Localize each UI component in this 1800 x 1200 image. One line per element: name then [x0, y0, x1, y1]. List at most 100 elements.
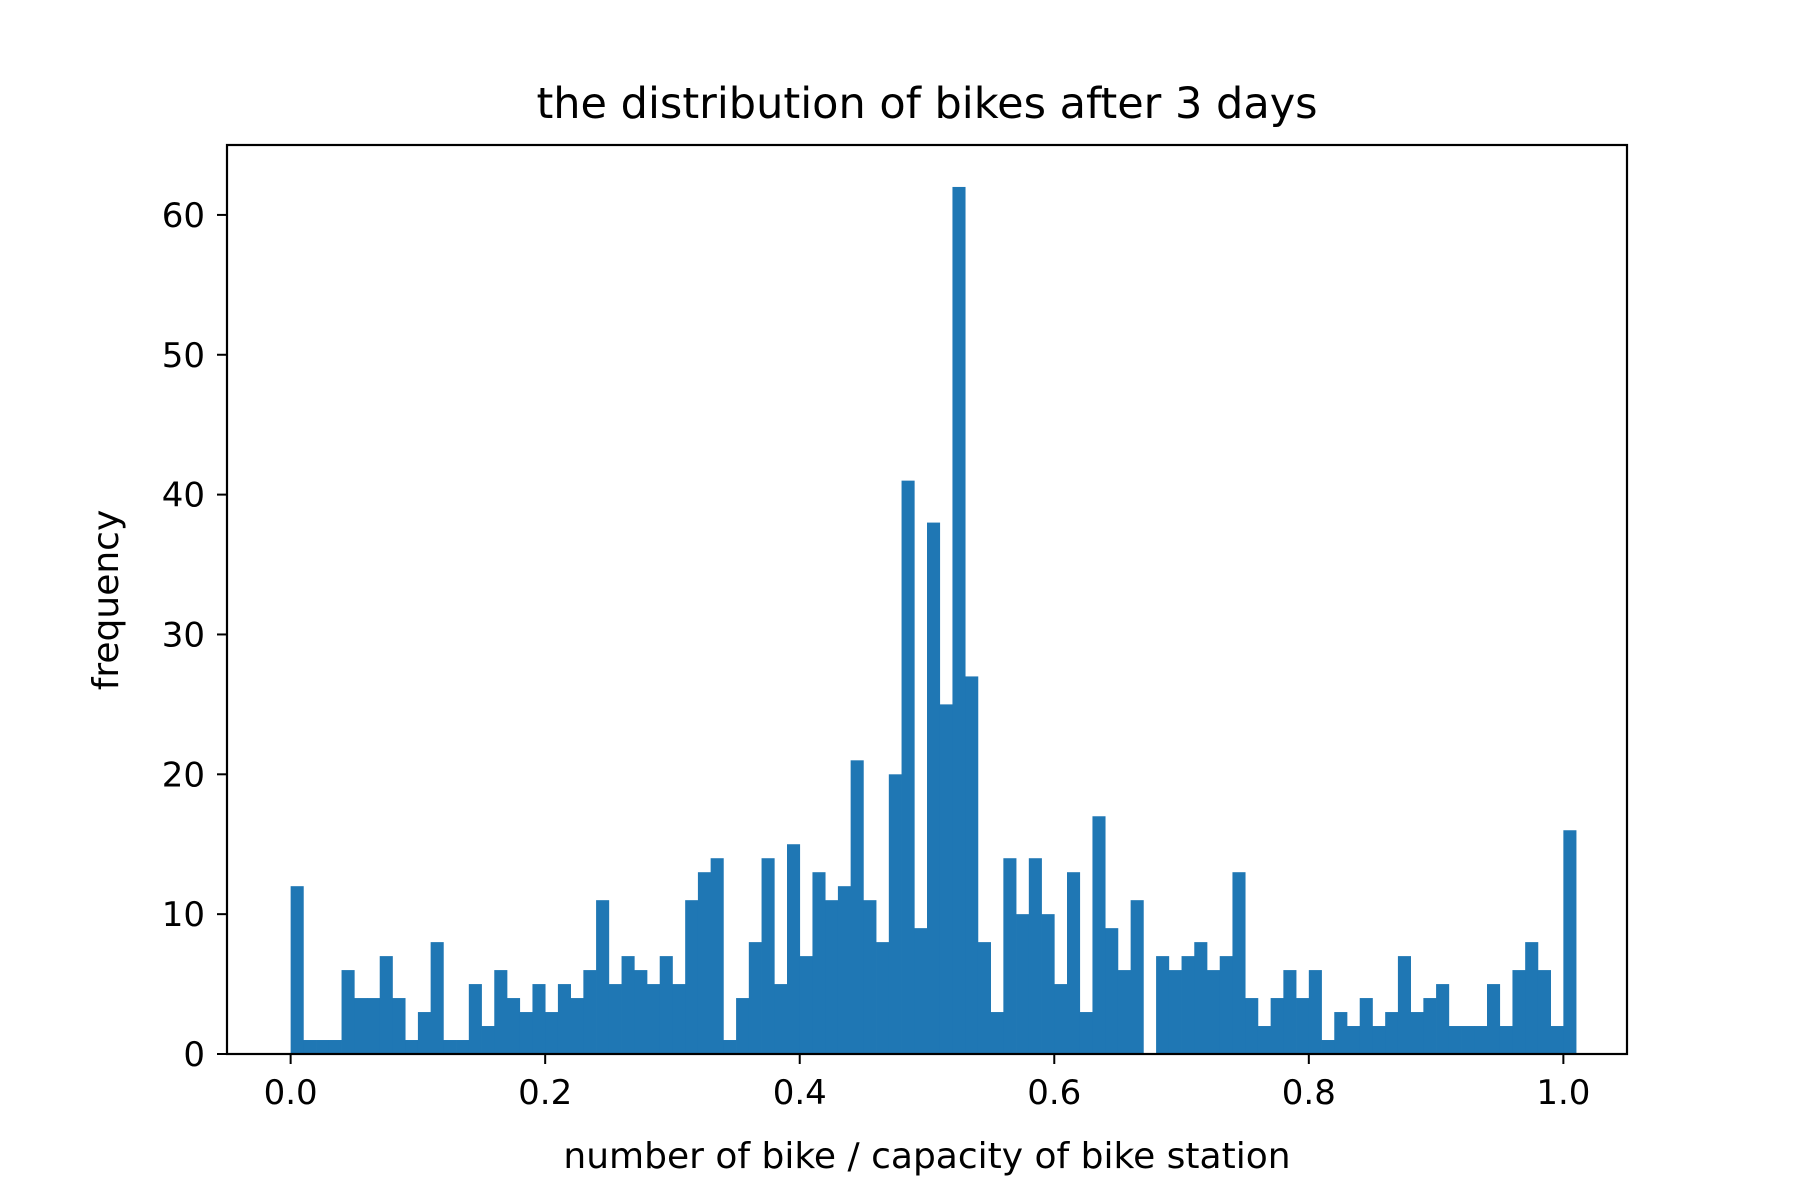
- y-tick-label: 50: [162, 336, 205, 376]
- histogram-bar: [1448, 1026, 1462, 1054]
- histogram-bar: [774, 984, 788, 1054]
- histogram-bar: [1461, 1026, 1475, 1054]
- histogram-bar: [456, 1040, 470, 1054]
- histogram-bar: [1308, 970, 1322, 1054]
- histogram-bar: [1397, 956, 1411, 1054]
- histogram-bar: [1105, 928, 1119, 1054]
- histogram-bar: [1181, 956, 1195, 1054]
- histogram-bar: [303, 1040, 317, 1054]
- x-tick-label: 0.6: [1027, 1073, 1081, 1113]
- histogram-bar: [837, 886, 851, 1054]
- histogram-bar: [1296, 998, 1310, 1054]
- histogram-bar: [1194, 942, 1208, 1054]
- histogram-bar: [990, 1012, 1004, 1054]
- y-tick-label: 0: [183, 1035, 205, 1075]
- histogram-bar: [596, 900, 610, 1054]
- histogram-bar: [1474, 1026, 1488, 1054]
- histogram-bar: [1423, 998, 1437, 1054]
- histogram-bar: [1117, 970, 1131, 1054]
- histogram-bar: [1054, 984, 1068, 1054]
- histogram-bar: [927, 522, 941, 1054]
- histogram-bar: [367, 998, 381, 1054]
- x-tick-label: 0.8: [1282, 1073, 1336, 1113]
- histogram-bars: [290, 186, 1577, 1054]
- histogram-bar: [621, 956, 635, 1054]
- y-tick-label: 60: [162, 196, 205, 236]
- y-tick-label: 20: [162, 755, 205, 795]
- histogram-bar: [977, 942, 991, 1054]
- histogram-bar: [799, 956, 813, 1054]
- histogram-bar: [647, 984, 661, 1054]
- histogram-bar: [1525, 942, 1539, 1054]
- histogram-bar: [417, 1012, 431, 1054]
- histogram-bar: [519, 1012, 533, 1054]
- histogram-bar: [1257, 1026, 1271, 1054]
- histogram-bar: [1487, 984, 1501, 1054]
- histogram-bar: [825, 900, 839, 1054]
- y-axis-ticks: 0 10 20 30 40 50 60: [162, 196, 227, 1075]
- histogram-bar: [952, 186, 966, 1054]
- histogram-bar: [1041, 914, 1055, 1054]
- x-axis-label: number of bike / capacity of bike statio…: [563, 1136, 1290, 1177]
- histogram-bar: [507, 998, 521, 1054]
- histogram-bar: [1321, 1040, 1335, 1054]
- x-tick-label: 1.0: [1536, 1073, 1590, 1113]
- histogram-bar: [1156, 956, 1170, 1054]
- histogram-bar: [710, 858, 724, 1054]
- plot-frame: [225, 143, 1629, 1056]
- histogram-bar: [736, 998, 750, 1054]
- histogram-bar: [328, 1040, 342, 1054]
- histogram-bar: [290, 886, 304, 1054]
- histogram-bar: [901, 480, 915, 1054]
- histogram-bar: [761, 858, 775, 1054]
- histogram-bar: [1550, 1026, 1564, 1054]
- histogram-bar: [914, 928, 928, 1054]
- histogram-bar: [405, 1040, 419, 1054]
- histogram-bar: [532, 984, 546, 1054]
- histogram-bar: [1537, 970, 1551, 1054]
- histogram-bar: [1245, 998, 1259, 1054]
- histogram-bar: [1207, 970, 1221, 1054]
- x-axis-ticks: 0.0 0.2 0.4 0.6 0.8 1.0: [264, 1054, 1590, 1113]
- histogram-bar: [1334, 1012, 1348, 1054]
- histogram-bar: [316, 1040, 330, 1054]
- histogram-bar: [1372, 1026, 1386, 1054]
- histogram-bar: [787, 844, 801, 1054]
- histogram-bar: [659, 956, 673, 1054]
- x-tick-label: 0.0: [264, 1073, 318, 1113]
- histogram-bar: [354, 998, 368, 1054]
- histogram-bar: [1359, 998, 1373, 1054]
- histogram-bar: [341, 970, 355, 1054]
- histogram-bar: [1092, 816, 1106, 1054]
- y-tick-label: 30: [162, 615, 205, 655]
- histogram-bar: [545, 1012, 559, 1054]
- histogram-bar: [812, 872, 826, 1054]
- histogram-bar: [583, 970, 597, 1054]
- histogram-bar: [430, 942, 444, 1054]
- histogram-bar: [634, 970, 648, 1054]
- histogram-bar: [570, 998, 584, 1054]
- histogram-bar: [876, 942, 890, 1054]
- histogram-bar: [608, 984, 622, 1054]
- histogram-bar: [672, 984, 686, 1054]
- histogram-bar: [1499, 1026, 1513, 1054]
- histogram-bar: [468, 984, 482, 1054]
- histogram-bar: [1168, 970, 1182, 1054]
- histogram-bar: [1130, 900, 1144, 1054]
- histogram-bar: [939, 704, 953, 1054]
- x-tick-label: 0.2: [518, 1073, 572, 1113]
- histogram-bar: [392, 998, 406, 1054]
- histogram-bar: [1347, 1026, 1361, 1054]
- y-tick-label: 10: [162, 895, 205, 935]
- histogram-bar: [850, 760, 864, 1054]
- histogram-bar: [723, 1040, 737, 1054]
- histogram-bar: [1512, 970, 1526, 1054]
- histogram-bar: [685, 900, 699, 1054]
- histogram-bar: [1079, 1012, 1093, 1054]
- histogram-bar: [1385, 1012, 1399, 1054]
- histogram-bar: [965, 676, 979, 1054]
- histogram-bar: [697, 872, 711, 1054]
- histogram-bar: [481, 1026, 495, 1054]
- histogram-bar: [1067, 872, 1081, 1054]
